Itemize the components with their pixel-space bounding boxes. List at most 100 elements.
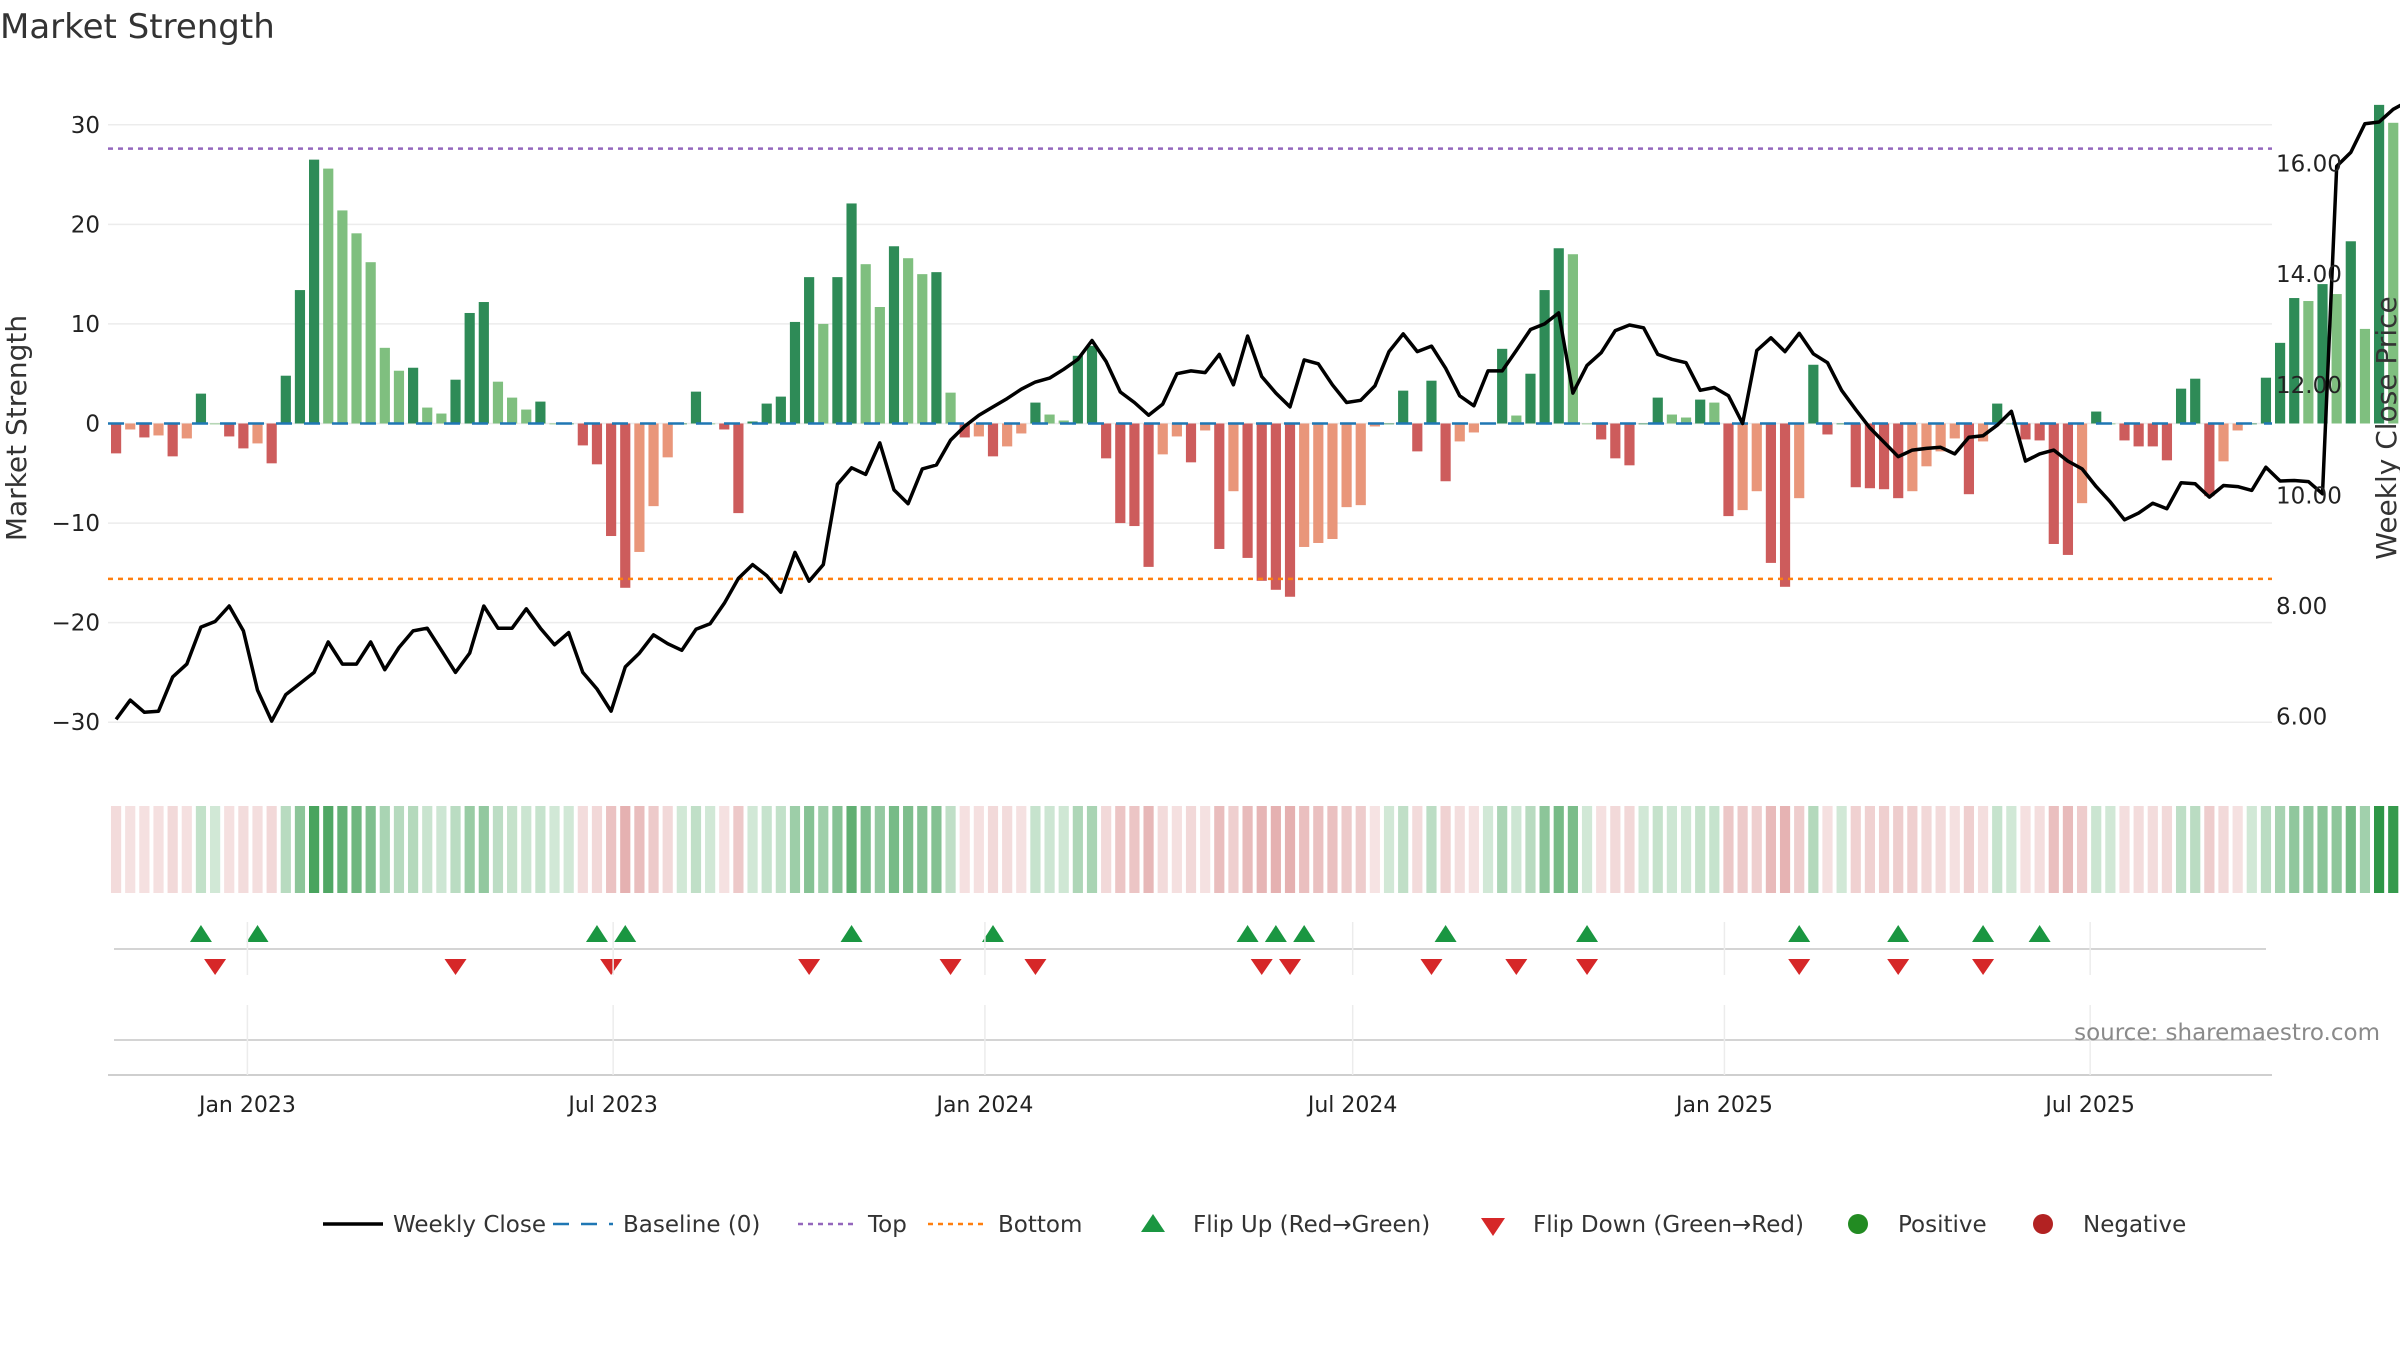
flip-down-marker: [1788, 959, 1811, 975]
strength-bar: [903, 258, 914, 424]
heat-cell: [2006, 806, 2017, 893]
heat-cell: [1893, 806, 1904, 893]
heat-cell: [1992, 806, 2003, 893]
heat-cell: [1454, 806, 1465, 893]
left-tick-label: 10: [71, 312, 100, 338]
strength-bar: [167, 423, 178, 457]
heat-cell: [294, 806, 306, 893]
flip-up-marker: [585, 925, 608, 942]
heat-cell: [2218, 806, 2229, 893]
strength-bar: [1567, 254, 1578, 424]
strength-bar: [379, 347, 390, 424]
strength-bar: [309, 159, 320, 424]
heat-cell: [917, 806, 928, 893]
heat-cell: [1412, 806, 1423, 893]
heat-cell: [1864, 806, 1876, 893]
strength-bar: [1977, 423, 1989, 442]
strength-bar: [450, 379, 461, 424]
flip-down-marker: [939, 959, 962, 975]
flip-up-marker: [1887, 925, 1910, 942]
strength-bar: [973, 423, 984, 437]
strength-bar: [917, 274, 928, 424]
heat-cell: [2317, 806, 2328, 893]
strength-bar: [2218, 423, 2229, 462]
heat-cell: [125, 806, 136, 893]
legend-label: Bottom: [998, 1212, 1082, 1238]
heat-cell: [1327, 806, 1338, 893]
date-tick-label: Jan 2024: [934, 1093, 1033, 1118]
heat-cell: [1369, 806, 1380, 893]
heat-cell: [1185, 806, 1197, 893]
strength-bar: [393, 370, 405, 424]
strength-bar: [1737, 423, 1748, 511]
heat-cell: [1002, 806, 1013, 893]
strength-bar: [1426, 380, 1437, 424]
date-axis: Jan 2023 Jul 2023 Jan 2024 Jul 2024 Jan 2025…: [197, 922, 2135, 1118]
heat-cell: [1624, 806, 1635, 893]
heat-cell: [747, 806, 758, 893]
flip-down-marker: [1279, 959, 1302, 975]
heat-cell: [379, 806, 390, 893]
legend-item: Positive: [1848, 1212, 1987, 1238]
source-note: source: sharemaestro.com: [2074, 1020, 2380, 1046]
heat-cell: [266, 806, 277, 893]
strength-bar: [1907, 423, 1918, 492]
strength-bar: [1185, 423, 1197, 463]
strength-bar: [2175, 388, 2187, 424]
strength-bar: [139, 423, 150, 438]
left-tick-label: −10: [51, 511, 100, 537]
heat-cell: [323, 806, 334, 893]
strength-bar: [832, 277, 843, 424]
heat-cell: [775, 806, 786, 893]
heat-cell: [733, 806, 744, 893]
flip-up-marker: [1293, 925, 1316, 942]
strength-bar: [1511, 415, 1522, 424]
heat-cell: [2147, 806, 2158, 893]
heat-cell: [2190, 806, 2201, 893]
heat-cell: [874, 806, 885, 893]
heat-cell: [139, 806, 150, 893]
strength-bar: [719, 423, 730, 430]
heat-cell: [2091, 806, 2102, 893]
heat-cell: [167, 806, 178, 893]
lower-panel: [108, 1039, 2272, 1076]
strength-bar: [549, 423, 560, 425]
heat-cell: [2076, 806, 2088, 893]
strength-bar: [280, 375, 291, 424]
heat-cell: [846, 806, 857, 893]
heat-cell: [1794, 806, 1805, 893]
flip-up-marker: [1576, 925, 1599, 942]
flip-down-marker: [1887, 959, 1910, 975]
legend-item: Weekly Close: [323, 1212, 546, 1238]
strength-bar: [860, 264, 871, 424]
heat-cell: [1200, 806, 1211, 893]
date-tick-label: Jul 2024: [1306, 1093, 1398, 1118]
heat-cell: [1765, 806, 1776, 893]
heat-cell: [521, 806, 532, 893]
heat-cell: [662, 806, 673, 893]
heat-cell: [1482, 806, 1494, 893]
right-axis-title: Weekly Close Price: [2370, 296, 2400, 559]
right-axis-ticks: 16.00 14.00 12.00 10.00 8.00 6.00: [2276, 152, 2342, 731]
strength-bar: [238, 423, 249, 449]
heat-cell: [860, 806, 871, 893]
reference-lines: [108, 147, 2272, 581]
strength-bar: [2345, 241, 2356, 424]
strength-bar: [436, 413, 447, 424]
heat-cell: [1723, 806, 1734, 893]
flip-up-marker: [246, 925, 269, 942]
strength-bar: [1440, 423, 1451, 482]
weekly-close-line: [114, 103, 2400, 723]
legend-swatch: [1481, 1218, 1505, 1236]
strength-bar: [2274, 342, 2286, 424]
strength-bar: [464, 312, 475, 424]
heat-cell: [1030, 806, 1041, 893]
date-tick-label: Jul 2025: [2043, 1093, 2135, 1118]
flip-up-marker: [1788, 925, 1811, 942]
heat-cell: [252, 806, 263, 893]
strength-bar: [492, 381, 504, 424]
heat-cell: [606, 806, 617, 893]
strength-bar: [1638, 423, 1649, 425]
heat-cell: [1072, 806, 1083, 893]
